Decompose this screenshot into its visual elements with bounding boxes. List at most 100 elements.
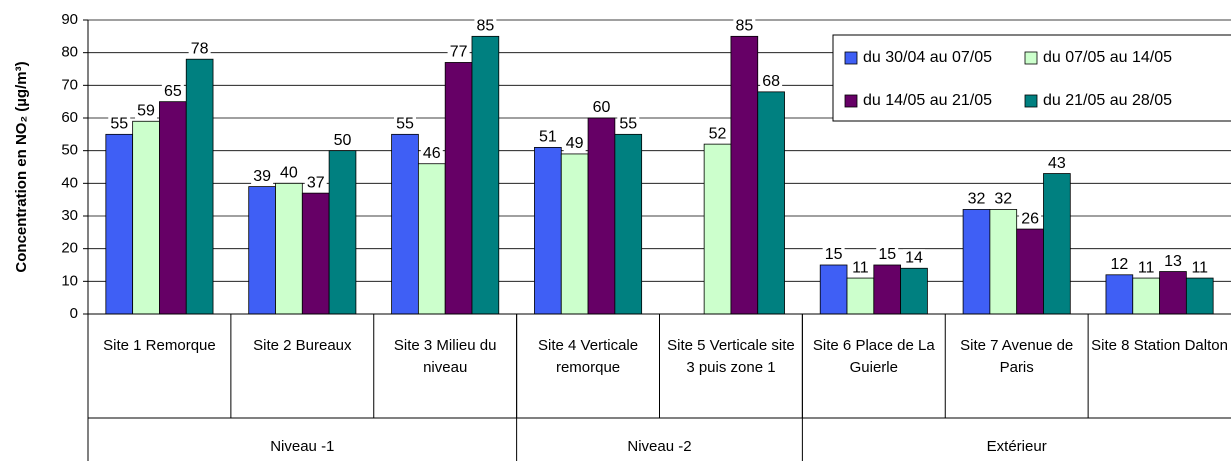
data-label: 60 (593, 99, 611, 116)
data-label: 11 (1138, 259, 1155, 276)
group-label: Extérieur (987, 438, 1047, 455)
bar (1043, 173, 1071, 315)
y-tick-label: 40 (61, 174, 78, 191)
label-background (1108, 255, 1131, 273)
label-line: Site 2 Bureaux (253, 337, 352, 354)
bar (248, 186, 276, 315)
label-background (760, 72, 783, 90)
label-background (161, 82, 184, 100)
y-tick-label: 10 (61, 272, 78, 289)
data-label: 77 (450, 44, 468, 61)
x-tick-label: Site 7 Avenue de Paris (960, 337, 1073, 376)
bar (1016, 228, 1044, 315)
label-line: niveau (423, 359, 467, 376)
y-tick-label: 30 (61, 207, 78, 224)
label-background (474, 17, 497, 35)
label-background (188, 40, 211, 58)
data-label: 68 (762, 73, 780, 90)
bar (444, 62, 473, 315)
y-tick-label: 20 (61, 240, 78, 257)
label-background (876, 246, 899, 263)
x-tick-label: Site 6 Place de La Guierle (813, 337, 935, 376)
legend-swatch (844, 51, 858, 65)
label-line: Paris (1000, 359, 1034, 376)
label-background (590, 99, 613, 116)
bar (159, 101, 187, 315)
label-line: remorque (556, 359, 620, 376)
bar (730, 35, 759, 315)
x-tick-label: Site 3 Milieu du niveau (394, 337, 497, 376)
data-label: 40 (280, 165, 298, 182)
label-line: Site 6 Place de La (813, 337, 935, 354)
x-tick-label: Site 5 Verticale site 3 puis zone 1 (667, 337, 795, 376)
group-label: Niveau -2 (627, 438, 691, 455)
data-label: 39 (253, 168, 271, 185)
bar (873, 264, 902, 315)
x-tick-label: Site 2 Bureaux (253, 337, 352, 354)
bar (560, 153, 589, 315)
label-line: Site 1 Remorque (103, 337, 216, 354)
x-tick-label: Site 8 Station Dalton (1091, 337, 1228, 354)
data-label: 52 (709, 125, 727, 142)
data-label: 49 (566, 135, 584, 152)
data-label: 14 (905, 249, 923, 266)
label-background (706, 125, 729, 143)
data-label: 11 (1191, 259, 1208, 276)
legend-label: du 07/05 au 14/05 (1043, 49, 1172, 66)
y-tick-label: 70 (61, 76, 78, 93)
y-tick-label: 50 (61, 142, 78, 159)
bar (703, 143, 732, 315)
bar (275, 182, 303, 315)
label-background (992, 190, 1015, 208)
bar (391, 133, 419, 315)
label-background (420, 144, 443, 162)
label-background (331, 131, 354, 149)
data-label: 37 (307, 174, 325, 191)
label-background (251, 167, 274, 185)
group-label: Niveau -1 (270, 438, 334, 455)
bar (105, 133, 134, 315)
y-tick-label: 90 (61, 11, 78, 28)
data-label: 15 (878, 246, 896, 263)
label-background (304, 174, 327, 192)
label-background (1161, 252, 1184, 270)
bar (301, 192, 330, 315)
label-line: Guierle (850, 359, 898, 376)
label-background (1019, 210, 1042, 228)
data-label: 50 (334, 132, 352, 149)
data-label: 32 (968, 191, 986, 208)
bar (614, 133, 643, 315)
label-line: Site 5 Verticale site (667, 337, 795, 354)
bar (587, 117, 616, 315)
label-background (965, 190, 988, 208)
data-label: 55 (619, 116, 637, 133)
label-background (277, 164, 300, 182)
label-background (617, 115, 640, 133)
data-label: 59 (137, 102, 155, 119)
bar (328, 150, 357, 315)
bar (185, 58, 214, 315)
label-background (1045, 154, 1068, 172)
data-label: 51 (539, 129, 557, 146)
bar (819, 264, 848, 315)
data-label: 55 (396, 116, 414, 133)
data-label: 85 (476, 18, 494, 35)
label-background (393, 115, 416, 133)
bar (1185, 277, 1214, 315)
data-label: 43 (1048, 155, 1066, 172)
legend-swatch (1024, 94, 1038, 108)
data-label: 15 (825, 246, 843, 263)
label-line: 3 puis zone 1 (686, 359, 775, 376)
label-background (822, 246, 845, 263)
label-line: Site 4 Verticale (538, 337, 638, 354)
y-tick-label: 60 (61, 109, 78, 126)
bar (962, 209, 991, 315)
label-background (563, 134, 586, 152)
data-label: 55 (110, 116, 128, 133)
bar (132, 120, 160, 315)
bar (900, 267, 928, 315)
bar (1159, 271, 1187, 315)
data-label: 46 (423, 145, 441, 162)
label-background (1135, 259, 1158, 277)
legend-label: du 21/05 au 28/05 (1043, 92, 1172, 109)
